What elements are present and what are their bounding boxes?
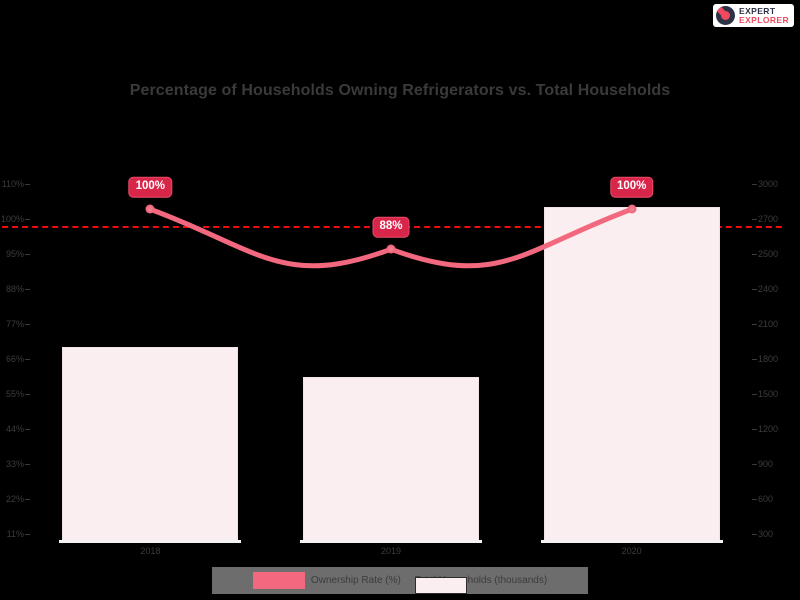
- y-axis-left-tick-mark: [25, 324, 30, 325]
- y-axis-left-tick-label: 88%: [5, 284, 24, 294]
- bar-baseline: [540, 540, 723, 543]
- y-axis-right-tick-label: 2700: [758, 214, 779, 224]
- x-axis-tick-label: 2019: [380, 546, 402, 556]
- data-label-badge: 88%: [372, 216, 410, 238]
- logo-line-1: EXPERT: [739, 6, 776, 16]
- y-axis-left-tick-label: 100%: [0, 214, 24, 224]
- data-point-marker[interactable]: [145, 204, 155, 214]
- logo-mark-icon: [716, 6, 736, 25]
- bar[interactable]: [62, 346, 239, 542]
- logo-text: EXPERT EXPLORER: [739, 7, 789, 24]
- y-axis-right-tick-mark: [752, 499, 757, 500]
- y-axis-left-tick-mark: [25, 289, 30, 290]
- y-axis-left-tick-mark: [25, 219, 30, 220]
- y-axis-left-tick-label: 110%: [1, 179, 24, 189]
- x-axis-tick-label: 2020: [621, 546, 642, 556]
- legend-item[interactable]: Ownership Rate (%): [252, 572, 401, 589]
- y-axis-right-tick-label: 2100: [758, 319, 779, 329]
- y-axis-right-tick-mark: [752, 394, 757, 395]
- y-axis-right-tick-label: 1500: [758, 389, 779, 399]
- y-axis-right-tick-mark: [752, 359, 757, 360]
- data-label-badge: 100%: [609, 177, 654, 198]
- y-axis-left-tick-label: 55%: [5, 389, 24, 399]
- y-axis-right-tick-label: 2400: [758, 284, 779, 294]
- y-axis-left-tick-label: 66%: [5, 354, 24, 364]
- y-axis-right-tick-mark: [752, 254, 757, 255]
- chart-title: Percentage of Households Owning Refriger…: [129, 82, 671, 99]
- y-axis-left-tick-label: 77%: [5, 319, 24, 329]
- data-point-marker[interactable]: [386, 244, 396, 254]
- brand-logo: EXPERT EXPLORER: [713, 4, 794, 27]
- y-axis-left-tick-label: 44%: [5, 424, 24, 434]
- bar-baseline: [300, 540, 482, 543]
- y-axis-right-tick-label: 2500: [758, 249, 779, 259]
- y-axis-left-tick-mark: [25, 184, 30, 185]
- y-axis-right-tick-label: 1800: [758, 354, 779, 364]
- x-axis-tick-label: 2018: [140, 546, 161, 556]
- legend-label: Total Households (thousands): [414, 575, 548, 586]
- y-axis-left-tick-mark: [25, 394, 30, 395]
- legend-swatch: [414, 577, 467, 594]
- y-axis-left-tick-label: 11%: [6, 529, 24, 539]
- legend-label: Ownership Rate (%): [310, 575, 401, 586]
- y-axis-right-tick-mark: [752, 324, 757, 325]
- y-axis-left-tick-mark: [25, 464, 30, 465]
- y-axis-right-tick-mark: [752, 429, 757, 430]
- y-axis-right-tick-label: 1200: [758, 424, 779, 434]
- y-axis-right-tick-mark: [752, 184, 757, 185]
- y-axis-left-tick-label: 33%: [5, 459, 24, 469]
- y-axis-right-tick-mark: [752, 464, 757, 465]
- chart-legend: Ownership Rate (%) Total Households (thou…: [212, 567, 588, 594]
- bar[interactable]: [543, 206, 720, 542]
- y-axis-right-tick-label: 600: [758, 494, 774, 504]
- data-label-badge: 100%: [128, 177, 173, 198]
- bar[interactable]: [303, 377, 479, 542]
- y-axis-right-tick-label: 3000: [758, 179, 779, 189]
- y-axis-right-tick-mark: [752, 289, 757, 290]
- y-axis-right-tick-mark: [752, 534, 757, 535]
- plot-area: 110% 100% 95% 88% 77% 66% 55% 44% 33% 22% 11% 3000 2…: [1, 176, 782, 556]
- y-axis-left-tick-mark: [25, 429, 30, 430]
- legend-swatch: [252, 572, 305, 589]
- data-point-marker[interactable]: [627, 204, 637, 214]
- y-axis-left-tick-label: 22%: [5, 494, 24, 504]
- y-axis-right-tick-label: 900: [758, 459, 774, 469]
- y-axis-left-tick-mark: [25, 499, 30, 500]
- y-axis-left-tick-mark: [25, 359, 30, 360]
- y-axis-right-tick-mark: [752, 219, 757, 220]
- bar-baseline: [59, 540, 242, 543]
- y-axis-left-tick-mark: [25, 254, 30, 255]
- y-axis-left-tick-label: 95%: [5, 249, 24, 259]
- logo-line-2: EXPLORER: [739, 14, 789, 25]
- legend-item[interactable]: Total Households (thousands): [414, 575, 548, 594]
- y-axis-right-tick-label: 300: [758, 529, 774, 539]
- y-axis-left-tick-mark: [25, 534, 30, 535]
